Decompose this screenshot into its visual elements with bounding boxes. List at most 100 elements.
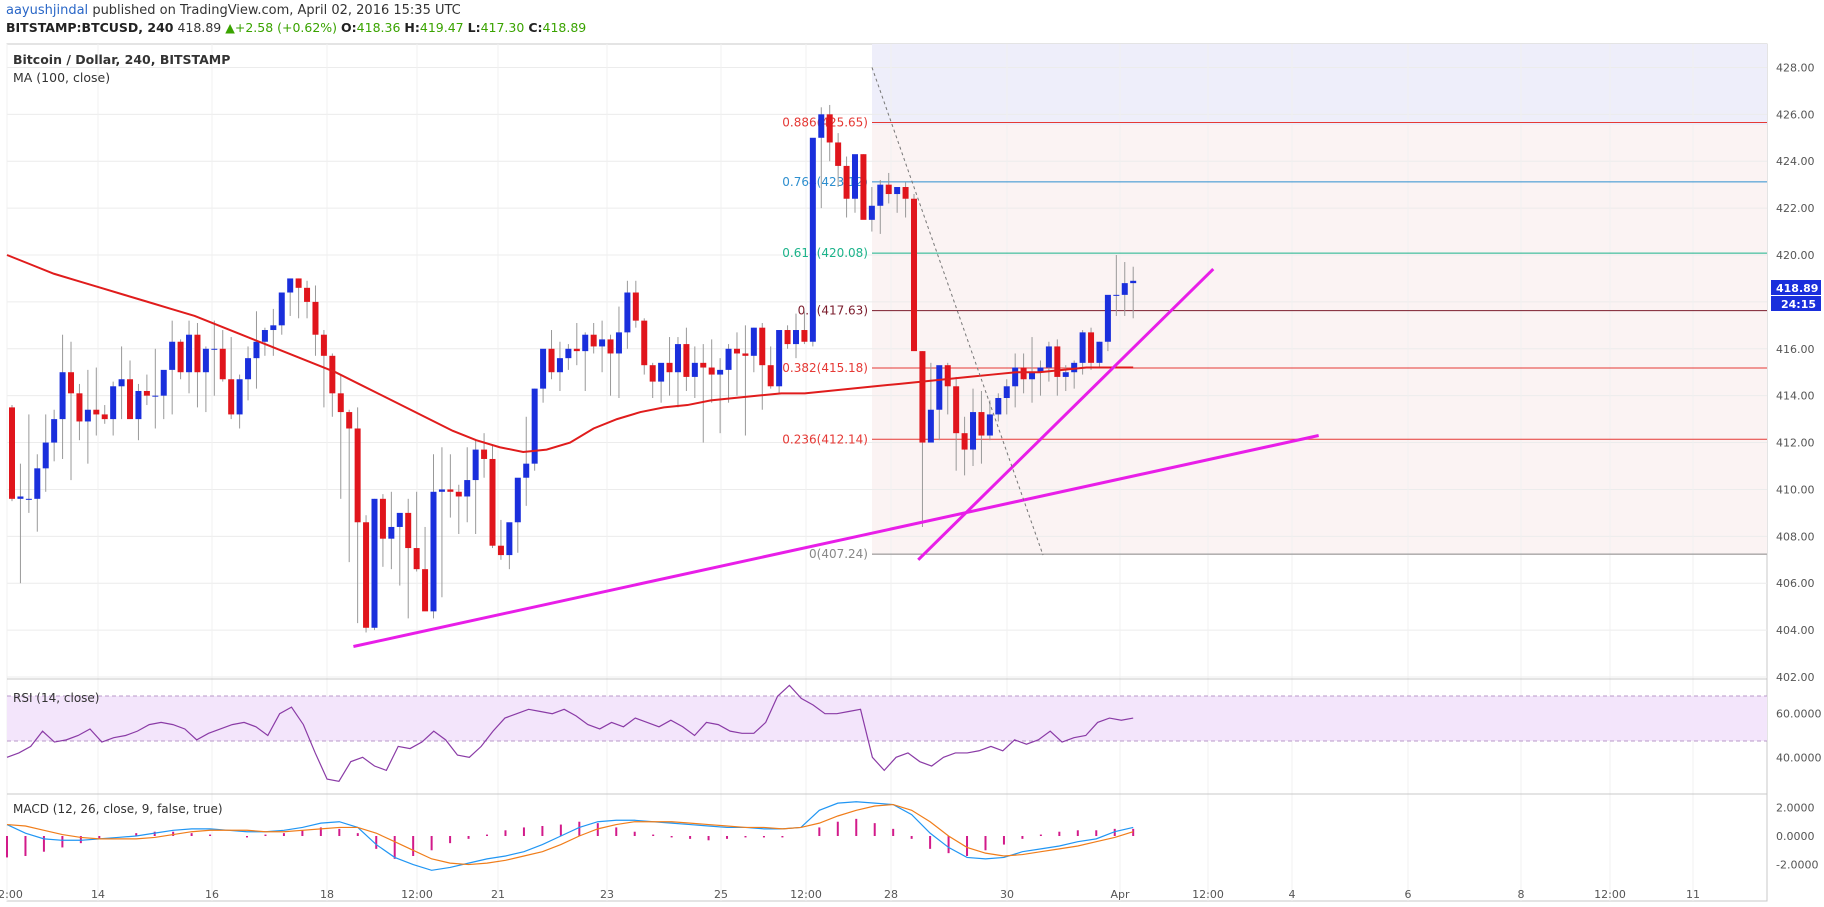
- fib-retracement-diagonal: [871, 67, 1044, 556]
- candle-body: [1121, 283, 1128, 295]
- time-tick: 12:00: [1192, 888, 1224, 901]
- candle-body: [489, 458, 496, 546]
- candle-body: [1113, 294, 1120, 296]
- candle-body: [1012, 367, 1019, 387]
- candle-body: [1071, 362, 1078, 373]
- candle-body: [211, 348, 218, 350]
- fib-label: 0.5(417.63): [798, 304, 868, 318]
- candle-body: [877, 184, 884, 206]
- candle-body: [733, 348, 740, 354]
- candle-body: [329, 355, 336, 394]
- candle-body: [818, 114, 825, 138]
- candle-body: [1088, 332, 1095, 363]
- candle-body: [792, 330, 799, 345]
- candle-body: [17, 496, 24, 499]
- time-tick: 12:00: [0, 888, 23, 901]
- candle-body: [649, 365, 656, 382]
- fib-label: 0.886(425.65): [782, 116, 868, 130]
- candle-body: [430, 491, 437, 612]
- time-tick: Apr: [1110, 888, 1130, 901]
- candle-body: [287, 278, 294, 293]
- candle-body: [76, 393, 83, 422]
- last-price-axis-label: 418.89: [1776, 282, 1818, 295]
- macd-tick: 2.0000: [1776, 801, 1815, 814]
- candle-body: [624, 292, 631, 333]
- candle-body: [253, 341, 260, 359]
- candle-body: [767, 365, 774, 387]
- candle-body: [127, 379, 134, 420]
- price-tick: 408.00: [1776, 530, 1815, 543]
- candle-body: [143, 390, 150, 396]
- time-tick: 11: [1686, 888, 1700, 901]
- price-tick: 414.00: [1776, 390, 1815, 403]
- candle-body: [970, 412, 977, 450]
- candle-body: [1054, 346, 1061, 377]
- candle-body: [556, 358, 563, 373]
- candle-body: [455, 491, 462, 497]
- candle-body: [1029, 372, 1036, 380]
- candle-body: [413, 548, 420, 570]
- candle-body: [565, 348, 572, 359]
- candle-body: [540, 348, 547, 389]
- candle-body: [868, 205, 875, 220]
- candle-body: [42, 442, 49, 469]
- price-tick: 426.00: [1776, 108, 1815, 121]
- candle-body: [523, 463, 530, 478]
- candle-body: [885, 184, 892, 195]
- candle-body: [1096, 341, 1103, 363]
- candle-body: [725, 348, 732, 370]
- rsi-label: RSI (14, close): [13, 691, 99, 705]
- candle-body: [548, 348, 555, 373]
- candle-body: [927, 409, 934, 443]
- candle-body: [978, 412, 985, 436]
- author-link[interactable]: aayushjindal: [6, 3, 89, 18]
- candle-body: [531, 388, 538, 464]
- candle-body: [1062, 372, 1069, 377]
- candle-body: [405, 512, 412, 549]
- candle-body: [51, 419, 58, 443]
- candle-body: [911, 198, 918, 352]
- candle-body: [641, 320, 648, 366]
- macd-line: [6, 801, 1134, 871]
- time-tick: 4: [1289, 888, 1296, 901]
- candle-body: [615, 332, 622, 354]
- candle-body: [447, 489, 454, 492]
- candle-body: [34, 468, 41, 499]
- price-tick: 404.00: [1776, 624, 1815, 637]
- countdown-marker: [1771, 296, 1821, 311]
- symbol-label[interactable]: BITSTAMP:BTCUSD, 240: [6, 20, 174, 35]
- candle-body: [776, 330, 783, 387]
- time-tick: 8: [1518, 888, 1525, 901]
- candle-body: [835, 142, 842, 166]
- time-tick: 18: [320, 888, 334, 901]
- candle-body: [573, 348, 580, 352]
- short-term-support[interactable]: [917, 267, 1215, 561]
- candle-body: [118, 379, 125, 387]
- candle-body: [320, 334, 327, 356]
- publish-text: published on TradingView.com, April 02, …: [92, 3, 461, 18]
- candle-body: [582, 334, 589, 352]
- support-trendline[interactable]: [353, 434, 1319, 648]
- candle-body: [25, 498, 32, 500]
- candle-body: [590, 334, 597, 347]
- candle-body: [708, 367, 715, 375]
- last-price: 418.89: [177, 20, 222, 35]
- candle-body: [700, 362, 707, 368]
- candle-body: [784, 330, 791, 345]
- fib-label: 0.618(420.08): [782, 246, 868, 260]
- time-tick: 12:00: [1594, 888, 1626, 901]
- candle-body: [245, 358, 252, 380]
- candle-body: [346, 412, 353, 429]
- candle-body: [607, 339, 614, 354]
- candle-body: [278, 292, 285, 326]
- time-tick: 12:00: [401, 888, 433, 901]
- fib-zone-mid: [872, 125, 1767, 555]
- candle-body: [750, 327, 757, 356]
- candle-body: [1045, 346, 1052, 368]
- candle-body: [236, 379, 243, 415]
- low-value: 417.30: [480, 20, 525, 35]
- time-tick: 25: [714, 888, 728, 901]
- candle-body: [135, 390, 142, 420]
- countdown-label: 24:15: [1781, 298, 1816, 311]
